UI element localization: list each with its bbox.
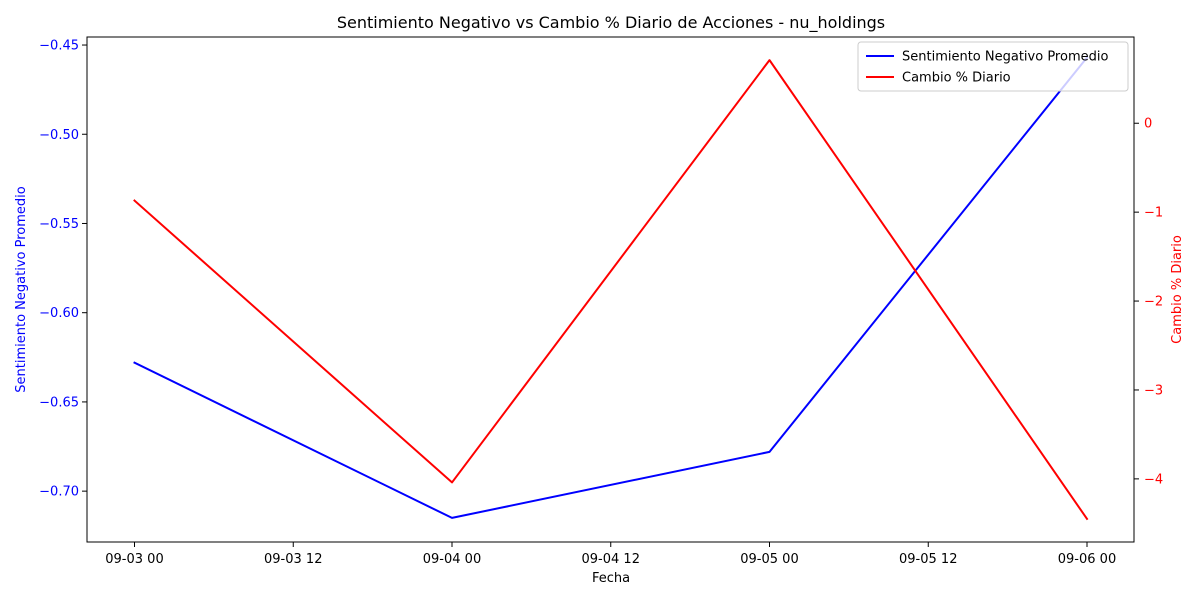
x-axis-title: Fecha — [592, 571, 630, 586]
y-axis-right-title: Cambio % Diario — [1170, 235, 1185, 344]
y-left-tick-label: −0.55 — [39, 217, 79, 232]
x-tick-label: 09-03 00 — [105, 552, 163, 567]
y-left-tick-label: −0.50 — [39, 128, 79, 143]
y-left-tick-label: −0.65 — [39, 395, 79, 410]
y-axis-right: 0 −1 −2 −3 −4 — [1134, 117, 1163, 487]
y-left-tick-label: −0.70 — [39, 485, 79, 500]
legend-label-1: Sentimiento Negativo Promedio — [902, 50, 1108, 65]
chart-title: Sentimiento Negativo vs Cambio % Diario … — [337, 13, 885, 33]
series-line-2 — [133, 59, 1089, 521]
y-left-tick-label: −0.45 — [39, 39, 79, 54]
legend: Sentimiento Negativo Promedio Cambio % Di… — [857, 41, 1129, 92]
y-right-tick-label: −4 — [1144, 472, 1163, 487]
x-tick-label: 09-05 00 — [740, 552, 798, 567]
series-line-1 — [133, 56, 1089, 519]
x-axis: 09-03 00 09-03 12 09-04 00 09-04 12 09-05 00… — [105, 542, 1116, 567]
y-right-tick-label: −3 — [1144, 383, 1163, 398]
y-right-tick-label: −2 — [1144, 295, 1163, 310]
legend-label-2: Cambio % Diario — [902, 71, 1011, 86]
y-axis-left: −0.45 −0.50 −0.55 −0.60 −0.65 −0.70 — [39, 39, 87, 500]
x-tick-label: 09-04 12 — [582, 552, 640, 567]
x-tick-label: 09-05 12 — [899, 552, 957, 567]
legend-box — [857, 41, 1129, 92]
plot-area — [133, 56, 1089, 521]
x-tick-label: 09-04 00 — [423, 552, 481, 567]
plot-frame — [86, 36, 1135, 543]
y-left-tick-label: −0.60 — [39, 306, 79, 321]
y-right-tick-label: 0 — [1144, 117, 1152, 132]
x-tick-label: 09-03 12 — [264, 552, 322, 567]
y-axis-left-title: Sentimiento Negativo Promedio — [14, 186, 29, 392]
y-right-tick-label: −1 — [1144, 206, 1163, 221]
x-tick-label: 09-06 00 — [1058, 552, 1116, 567]
